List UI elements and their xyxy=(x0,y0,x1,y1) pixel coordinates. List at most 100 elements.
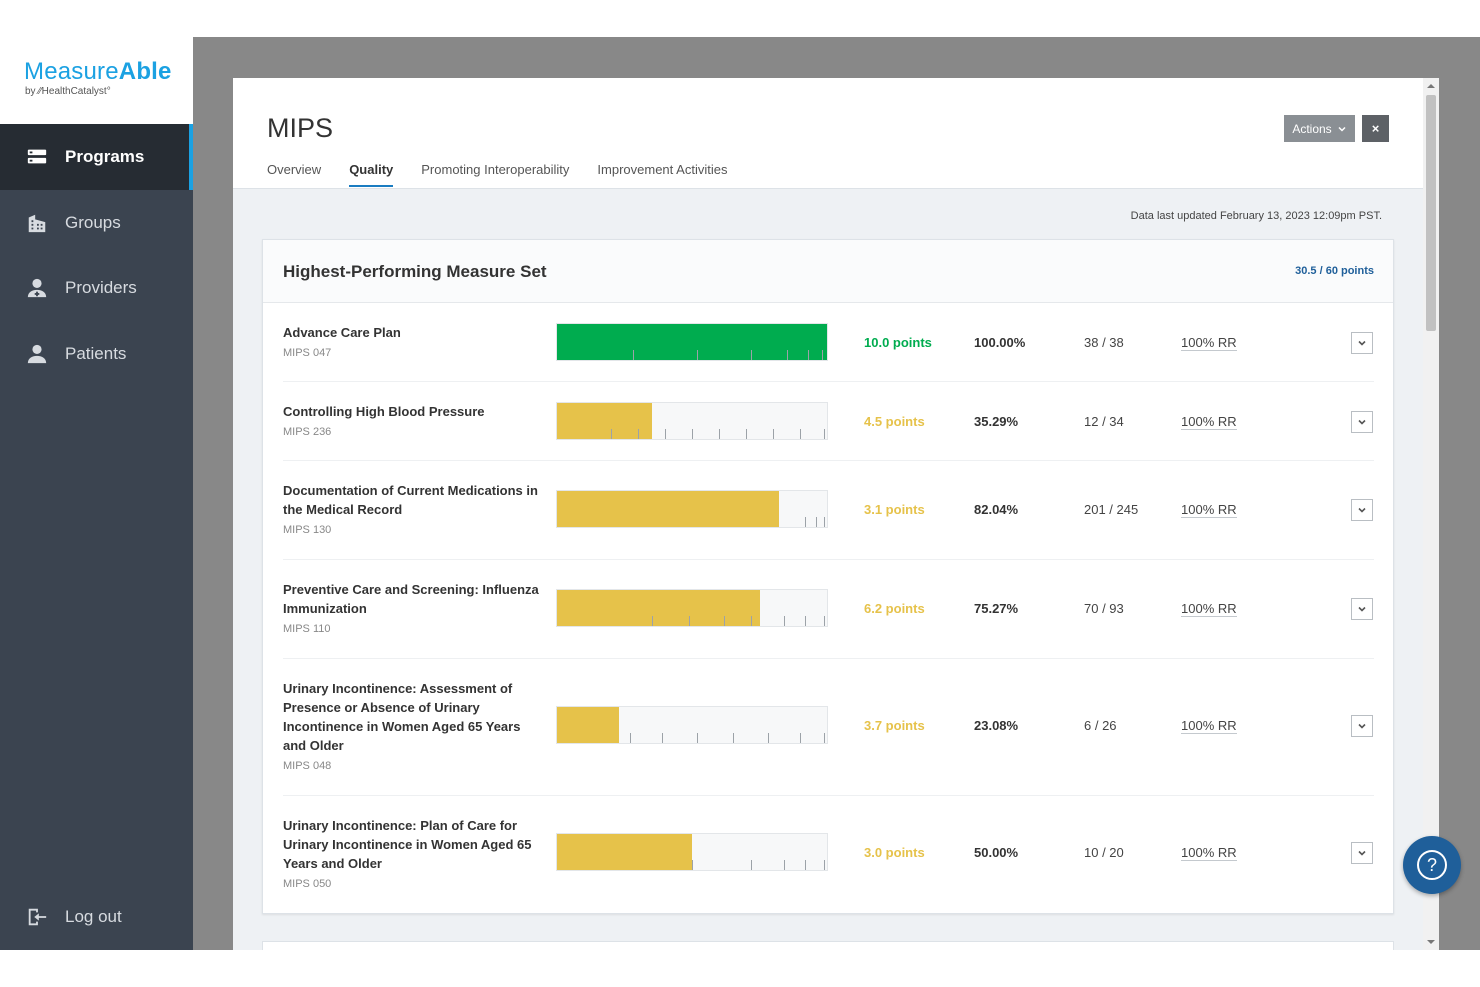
benchmark-tick xyxy=(786,350,788,360)
expand-row-button[interactable] xyxy=(1351,499,1373,521)
tab-improvement-activities[interactable]: Improvement Activities xyxy=(597,162,728,177)
expand-row-button[interactable] xyxy=(1351,332,1373,354)
card-title: Highest-Performing Measure Set xyxy=(283,262,547,281)
benchmark-tick xyxy=(751,350,753,360)
scrollbar-thumb[interactable] xyxy=(1426,95,1436,331)
logout-icon xyxy=(25,905,49,929)
expand-row-button[interactable] xyxy=(1351,715,1373,737)
actions-button[interactable]: Actions xyxy=(1284,115,1355,142)
benchmark-tick xyxy=(732,733,734,743)
sidebar-item-groups[interactable]: Groups xyxy=(0,190,193,256)
benchmark-tick xyxy=(689,616,691,626)
measure-points: 3.0 points xyxy=(864,845,925,860)
reporting-rate-link[interactable]: 100% RR xyxy=(1181,502,1237,518)
measure-fraction: 12 / 34 xyxy=(1084,414,1124,429)
chevron-down-icon xyxy=(1358,340,1366,346)
performance-bar-fill xyxy=(557,403,653,439)
benchmark-tick xyxy=(632,350,634,360)
chevron-down-icon xyxy=(1358,850,1366,856)
measure-id: MIPS 050 xyxy=(283,878,332,890)
measure-title: Advance Care Plan xyxy=(283,325,401,340)
measure-points: 3.1 points xyxy=(864,502,925,517)
measure-title: Urinary Incontinence: Assessment of Pres… xyxy=(283,681,521,753)
tab-bar: Overview Quality Promoting Interoperabil… xyxy=(267,162,755,187)
logo: MeasureAble by ⁄⁄HealthCatalyst° xyxy=(0,37,193,124)
benchmark-tick xyxy=(662,733,664,743)
program-modal: MIPS Overview Quality Promoting Interope… xyxy=(233,78,1423,950)
sidebar: MeasureAble by ⁄⁄HealthCatalyst° Program… xyxy=(0,37,193,950)
logo-measure: Measure xyxy=(24,58,119,85)
benchmark-tick xyxy=(651,616,653,626)
benchmark-tick xyxy=(719,429,720,439)
measure-name: Controlling High Blood Pressure MIPS 236 xyxy=(283,402,545,442)
tab-overview[interactable]: Overview xyxy=(267,162,322,177)
expand-row-button[interactable] xyxy=(1351,411,1373,433)
measure-percent: 50.00% xyxy=(974,845,1019,860)
benchmark-tick xyxy=(773,429,774,439)
reporting-rate-link[interactable]: 100% RR xyxy=(1181,335,1237,351)
benchmark-tick xyxy=(638,429,639,439)
measure-fraction: 201 / 245 xyxy=(1084,502,1139,517)
sidebar-item-providers[interactable]: Providers xyxy=(0,255,193,321)
benchmark-tick xyxy=(783,616,785,626)
performance-bar-fill xyxy=(557,590,761,626)
card-header: Highest-Performing Measure Set 30.5 / 60… xyxy=(263,240,1393,303)
benchmark-tick xyxy=(611,429,612,439)
sidebar-item-label: Programs xyxy=(65,147,145,166)
reporting-rate-link[interactable]: 100% RR xyxy=(1181,601,1237,617)
logo-text: MeasureAble xyxy=(24,58,172,86)
measure-percent: 75.27% xyxy=(974,601,1019,616)
benchmark-tick xyxy=(824,860,826,870)
measure-percent: 100.00% xyxy=(974,335,1026,350)
card-points-total: 30.5 / 60 points xyxy=(1295,265,1374,277)
chevron-down-icon xyxy=(1358,419,1366,425)
measure-percent: 35.29% xyxy=(974,414,1019,429)
close-button[interactable]: × xyxy=(1362,115,1389,142)
scrollbar[interactable] xyxy=(1423,78,1439,950)
expand-row-button[interactable] xyxy=(1351,842,1373,864)
measure-id: MIPS 236 xyxy=(283,426,332,438)
benchmark-tick xyxy=(697,733,699,743)
last-updated-text: Data last updated February 13, 2023 12:0… xyxy=(1130,210,1382,222)
measure-title: Documentation of Current Medications in … xyxy=(283,483,538,517)
benchmark-tick xyxy=(783,860,785,870)
performance-bar xyxy=(556,490,828,528)
chevron-down-icon xyxy=(1358,723,1366,729)
help-button[interactable]: ? xyxy=(1403,836,1461,894)
chevron-down-icon xyxy=(1358,507,1366,513)
benchmark-tick xyxy=(665,429,666,439)
measure-name: Urinary Incontinence: Assessment of Pres… xyxy=(283,679,545,776)
sidebar-item-patients[interactable]: Patients xyxy=(0,321,193,387)
reporting-rate-link[interactable]: 100% RR xyxy=(1181,414,1237,430)
scroll-down-arrow-icon[interactable] xyxy=(1427,940,1435,944)
performance-bar-fill xyxy=(557,491,779,527)
benchmark-tick xyxy=(629,733,631,743)
tab-promoting-interoperability[interactable]: Promoting Interoperability xyxy=(421,162,570,177)
logout-button[interactable]: Log out xyxy=(0,884,193,950)
benchmark-tick xyxy=(808,350,810,360)
measure-id: MIPS 130 xyxy=(283,524,332,536)
benchmark-tick xyxy=(824,429,826,439)
scroll-up-arrow-icon[interactable] xyxy=(1427,84,1435,88)
reporting-rate-link[interactable]: 100% RR xyxy=(1181,718,1237,734)
sidebar-item-label: Patients xyxy=(65,344,127,363)
measure-name: Advance Care Plan MIPS 047 xyxy=(283,323,545,363)
tab-quality[interactable]: Quality xyxy=(349,162,394,187)
modal-header: MIPS Overview Quality Promoting Interope… xyxy=(233,78,1423,189)
performance-bar-fill xyxy=(557,834,692,870)
actions-label: Actions xyxy=(1292,121,1332,136)
sidebar-item-programs[interactable]: Programs xyxy=(0,124,193,190)
performance-bar xyxy=(556,402,828,440)
performance-bar xyxy=(556,833,828,871)
measure-id: MIPS 110 xyxy=(283,623,331,635)
performance-bar xyxy=(556,323,828,361)
reporting-rate-link[interactable]: 100% RR xyxy=(1181,845,1237,861)
measure-name: Preventive Care and Screening: Influenza… xyxy=(283,580,545,639)
measure-points: 4.5 points xyxy=(864,414,925,429)
benchmark-tick xyxy=(697,350,699,360)
benchmark-tick xyxy=(805,616,807,626)
expand-row-button[interactable] xyxy=(1351,598,1373,620)
benchmark-tick xyxy=(767,733,769,743)
provider-icon xyxy=(25,276,49,300)
building-icon xyxy=(25,211,49,235)
